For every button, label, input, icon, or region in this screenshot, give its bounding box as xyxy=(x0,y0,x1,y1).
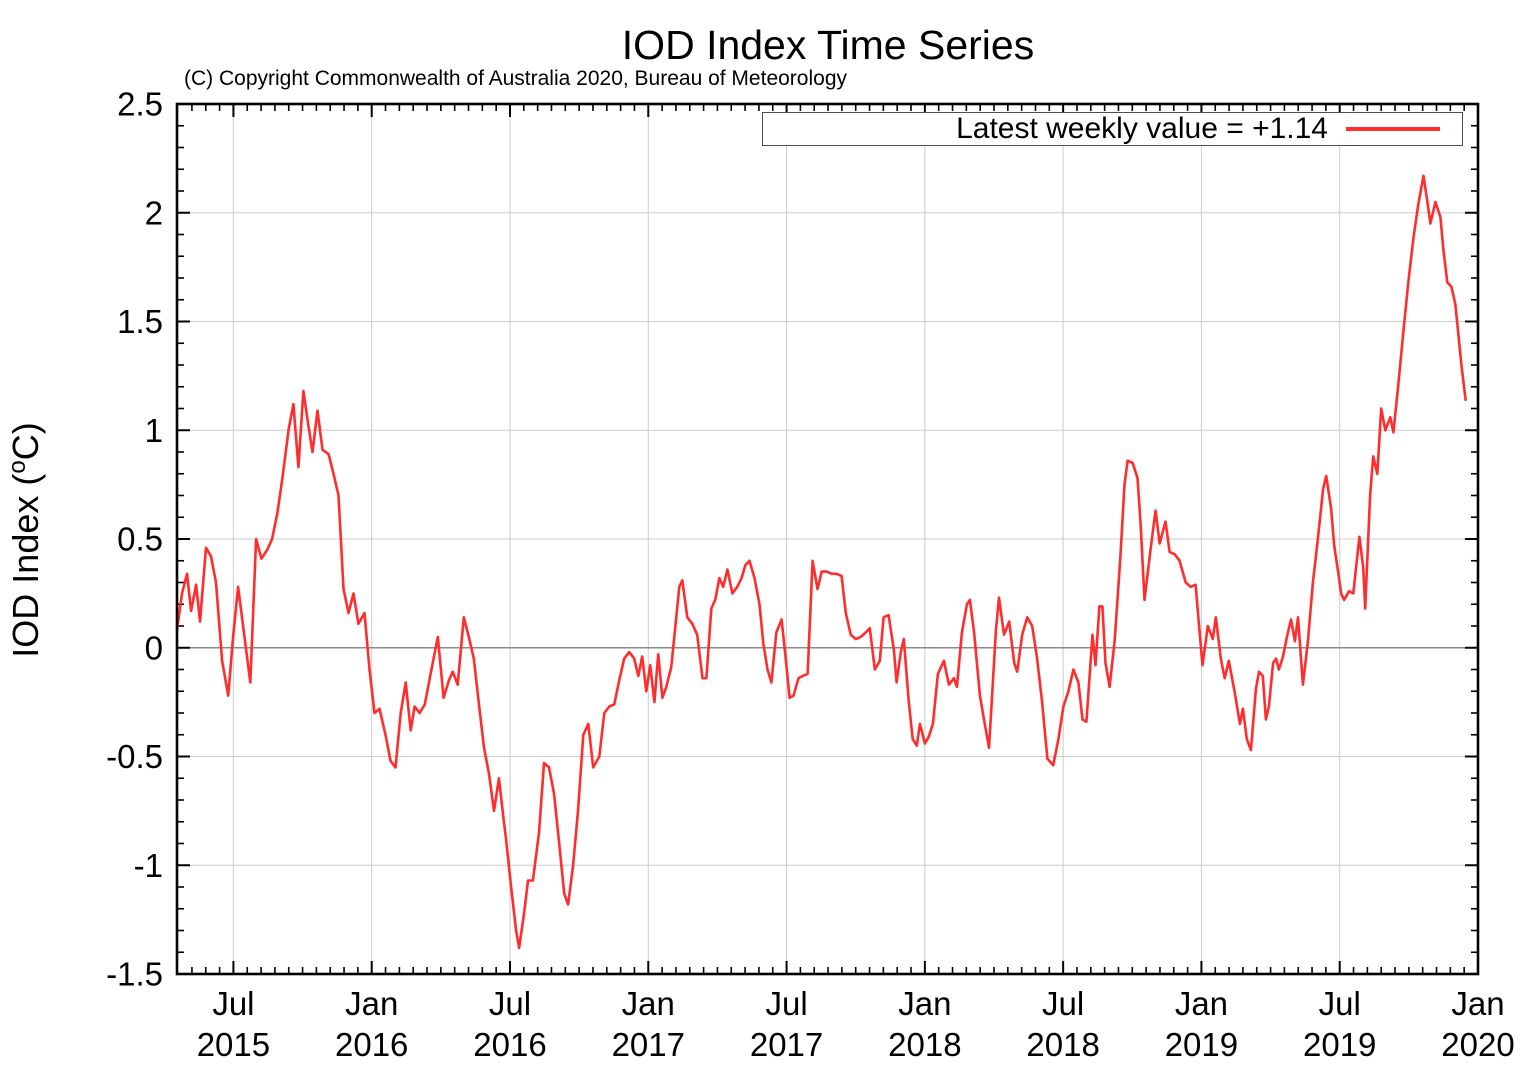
legend: Latest weekly value = +1.14 xyxy=(762,112,1463,146)
x-tick-label-year: 2017 xyxy=(612,1026,685,1063)
y-tick-label: -1 xyxy=(134,847,163,884)
x-tick-label-year: 2018 xyxy=(888,1026,961,1063)
legend-line-sample-icon xyxy=(1346,127,1440,131)
y-tick-label: -1.5 xyxy=(106,956,163,993)
y-tick-label: 1.5 xyxy=(117,303,163,340)
y-tick-label: 0.5 xyxy=(117,521,163,558)
y-tick-label: 2 xyxy=(145,194,163,231)
x-tick-label-month: Jan xyxy=(1451,985,1504,1022)
x-tick-label-month: Jul xyxy=(765,985,807,1022)
x-tick-label-year: 2017 xyxy=(750,1026,823,1063)
plot-frame xyxy=(175,102,1480,976)
y-tick-label: 2.5 xyxy=(117,86,163,123)
copyright-text: (C) Copyright Commonwealth of Australia … xyxy=(184,67,847,90)
x-tick-label-year: 2018 xyxy=(1026,1026,1099,1063)
x-tick-label-year: 2016 xyxy=(335,1026,408,1063)
y-tick-label: 1 xyxy=(145,412,163,449)
legend-label: Latest weekly value = +1.14 xyxy=(956,112,1328,145)
y-tick-label: 0 xyxy=(145,629,163,666)
x-tick-label-month: Jan xyxy=(898,985,951,1022)
y-axis-title: IOD Index (oC) xyxy=(4,422,46,657)
x-tick-label-year: 2016 xyxy=(473,1026,546,1063)
y-tick-label: -0.5 xyxy=(106,738,163,775)
x-tick-label-year: 2019 xyxy=(1303,1026,1376,1063)
iod-series-line xyxy=(175,174,1467,950)
x-tick-label-year: 2015 xyxy=(197,1026,270,1063)
x-tick-label-year: 2020 xyxy=(1441,1026,1514,1063)
x-tick-label-month: Jul xyxy=(212,985,254,1022)
page-title: IOD Index Time Series xyxy=(621,22,1035,68)
x-tick-label-month: Jan xyxy=(622,985,675,1022)
x-tick-label-month: Jan xyxy=(345,985,398,1022)
x-tick-label-month: Jul xyxy=(1319,985,1361,1022)
x-tick-label-month: Jul xyxy=(489,985,531,1022)
x-tick-label-month: Jan xyxy=(1175,985,1228,1022)
x-tick-label-month: Jul xyxy=(1042,985,1084,1022)
x-tick-label-year: 2019 xyxy=(1165,1026,1238,1063)
